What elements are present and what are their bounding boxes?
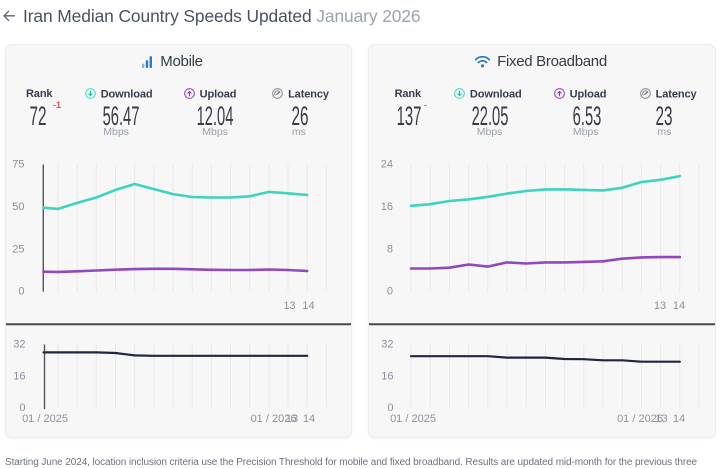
svg-text:50: 50	[12, 201, 24, 213]
svg-text:25: 25	[12, 243, 24, 255]
svg-text:75: 75	[12, 159, 24, 171]
svg-text:16: 16	[13, 370, 25, 382]
svg-text:01 / 2026: 01 / 2026	[251, 413, 297, 425]
svg-text:32: 32	[381, 339, 393, 351]
svg-text:0: 0	[387, 286, 393, 298]
svg-text:32: 32	[13, 339, 25, 351]
svg-text:13: 13	[286, 413, 298, 425]
svg-text:16: 16	[381, 370, 393, 382]
svg-text:24: 24	[381, 159, 393, 171]
svg-text:01 / 2025: 01 / 2025	[22, 413, 68, 425]
svg-text:13: 13	[655, 413, 667, 425]
svg-text:14: 14	[673, 413, 685, 425]
svg-text:13: 13	[654, 300, 666, 312]
svg-text:14: 14	[673, 300, 685, 312]
svg-text:01 / 2025: 01 / 2025	[390, 413, 436, 425]
svg-text:0: 0	[18, 286, 24, 298]
svg-text:8: 8	[387, 243, 393, 255]
svg-text:0: 0	[387, 402, 393, 414]
svg-text:14: 14	[303, 413, 315, 425]
svg-text:0: 0	[19, 402, 25, 414]
svg-text:16: 16	[381, 201, 393, 213]
svg-text:14: 14	[302, 300, 314, 312]
svg-text:13: 13	[283, 300, 295, 312]
svg-text:01 / 2026: 01 / 2026	[617, 413, 663, 425]
